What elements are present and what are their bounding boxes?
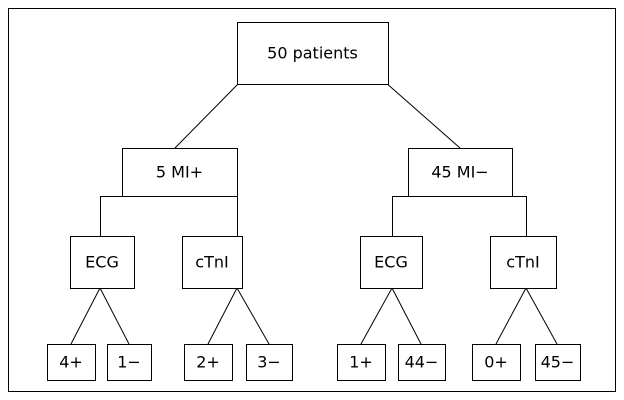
- node-box: [246, 344, 293, 381]
- node-box: [107, 344, 152, 381]
- node-label: 1+: [349, 353, 373, 372]
- node-label: cTnI: [506, 253, 539, 272]
- node-box: [47, 344, 96, 381]
- node-label: 4+: [59, 353, 83, 372]
- node-box: [184, 344, 233, 381]
- node-label: 45−: [541, 353, 575, 372]
- node-label: ECG: [374, 253, 408, 272]
- node-label: ECG: [85, 253, 119, 272]
- node-box: [237, 22, 389, 85]
- node-label: 3−: [257, 353, 281, 372]
- node-box: [360, 236, 423, 289]
- node-label: 45 MI−: [431, 163, 488, 182]
- node-box: [408, 148, 513, 197]
- node-box: [122, 148, 238, 197]
- node-box: [70, 236, 135, 289]
- node-label: 50 patients: [267, 44, 358, 63]
- node-box: [472, 344, 521, 381]
- node-label: 2+: [196, 353, 220, 372]
- node-label: 44−: [405, 353, 439, 372]
- node-box: [535, 344, 581, 381]
- node-box: [490, 236, 557, 289]
- node-box: [337, 344, 386, 381]
- node-label: cTnI: [195, 253, 228, 272]
- node-box: [182, 236, 243, 289]
- node-label: 5 MI+: [156, 163, 203, 182]
- connectors: [70, 81, 558, 345]
- node-box: [398, 344, 446, 381]
- node-label: 1−: [117, 353, 141, 372]
- node-label: 0+: [484, 353, 508, 372]
